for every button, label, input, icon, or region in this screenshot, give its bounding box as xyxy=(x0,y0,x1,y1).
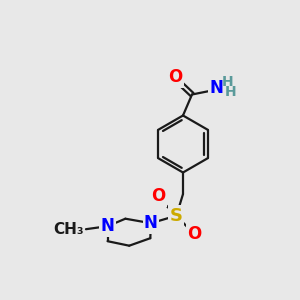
Text: N: N xyxy=(144,214,158,232)
Text: O: O xyxy=(151,187,166,205)
Text: N: N xyxy=(209,80,223,98)
Text: H: H xyxy=(225,85,237,99)
Text: O: O xyxy=(187,225,202,243)
Text: S: S xyxy=(170,207,183,225)
Text: O: O xyxy=(168,68,183,86)
Text: H: H xyxy=(221,75,233,88)
Text: CH₃: CH₃ xyxy=(53,222,84,237)
Text: N: N xyxy=(100,217,115,235)
